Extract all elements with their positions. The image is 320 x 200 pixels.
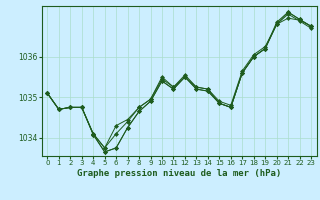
X-axis label: Graphe pression niveau de la mer (hPa): Graphe pression niveau de la mer (hPa) (77, 169, 281, 178)
